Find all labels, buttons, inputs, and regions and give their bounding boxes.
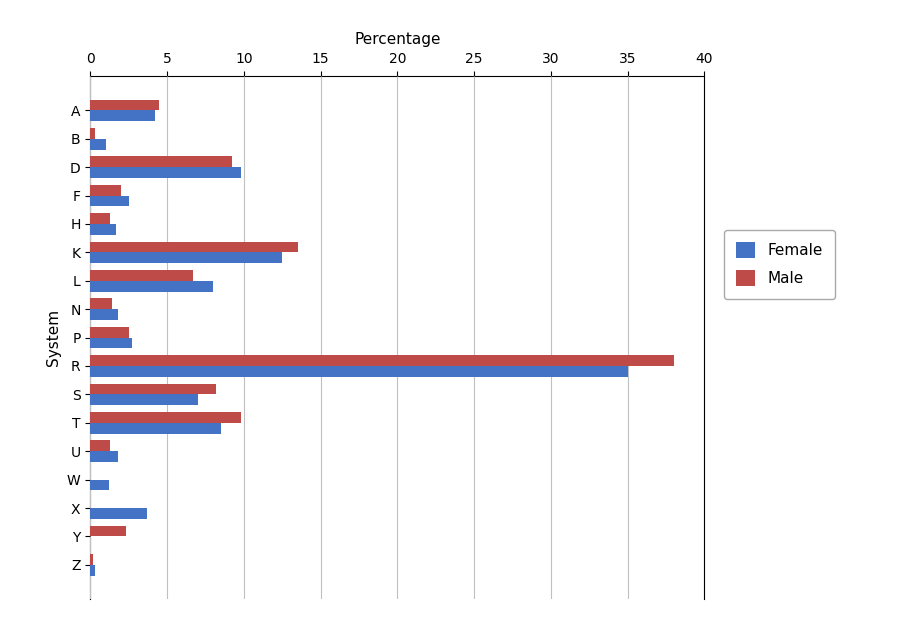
X-axis label: Percentage: Percentage	[354, 32, 440, 47]
Bar	[90, 100, 160, 110]
Bar	[90, 327, 129, 338]
Bar	[90, 554, 93, 565]
Bar	[90, 451, 118, 462]
Bar	[90, 128, 95, 139]
Bar	[90, 440, 110, 451]
Bar	[90, 281, 213, 292]
Bar	[90, 185, 121, 196]
Bar	[90, 355, 673, 366]
Bar	[90, 338, 132, 348]
Bar	[90, 298, 112, 309]
Bar	[90, 565, 95, 575]
Bar	[90, 196, 129, 206]
Bar	[90, 224, 116, 235]
Bar	[90, 213, 110, 224]
Y-axis label: System: System	[46, 309, 61, 366]
Bar	[90, 423, 221, 433]
Bar	[90, 366, 627, 377]
Bar	[90, 156, 231, 167]
Bar	[90, 412, 241, 423]
Bar	[90, 508, 147, 519]
Bar	[90, 242, 298, 252]
Bar	[90, 394, 198, 405]
Bar	[90, 384, 216, 394]
Bar	[90, 252, 282, 263]
Legend: Female, Male: Female, Male	[723, 230, 833, 298]
Bar	[90, 480, 108, 490]
Bar	[90, 110, 154, 121]
Bar	[90, 309, 118, 320]
Bar	[90, 270, 193, 281]
Bar	[90, 139, 106, 150]
Bar	[90, 167, 241, 178]
Bar	[90, 526, 125, 536]
